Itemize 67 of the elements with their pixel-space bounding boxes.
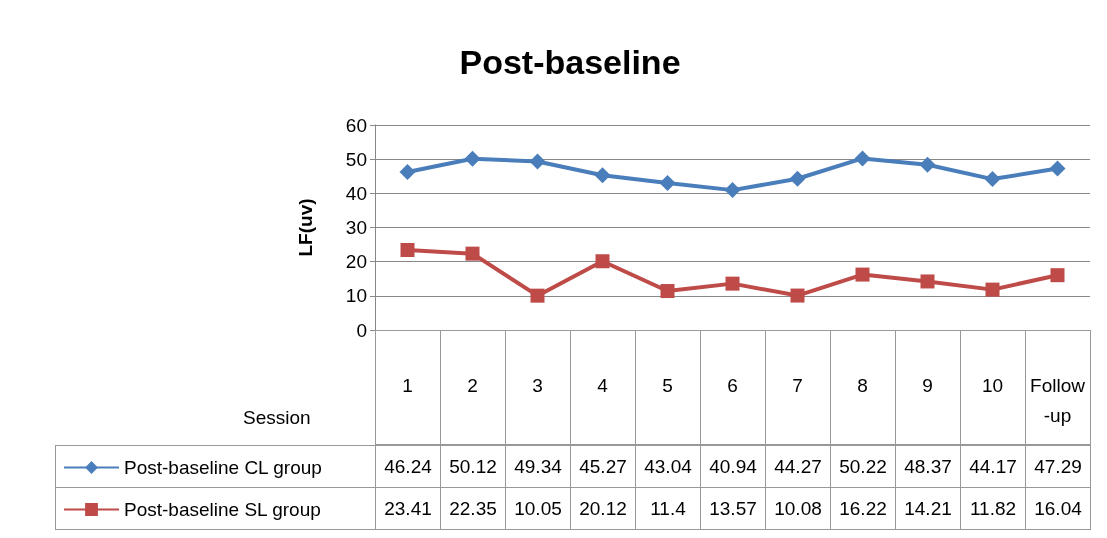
legend-label: Post-baseline SL group [124,499,321,520]
x-tick-label: 4 [597,374,609,396]
data-label: 11.82 [960,487,1026,530]
y-tick-label: 60 [345,114,367,136]
x-tick-label: 7 [792,374,803,396]
data-label: 20.12 [570,487,636,530]
y-tick-label: 30 [345,217,367,238]
point [1049,160,1066,177]
point [594,167,611,184]
data-label: 45.27 [570,445,636,488]
x-tick-label: 1 [402,374,413,396]
point [529,153,546,170]
point [724,182,741,199]
x-tick-label: 8 [857,374,868,396]
x-tick-label: 6 [727,374,738,396]
y-tick-label: 10 [345,285,367,307]
data-label: 44.27 [765,445,831,488]
point [465,246,480,261]
point [919,156,936,173]
chart-title: Post-baseline [459,43,681,81]
data-label: 49.34 [505,445,571,488]
y-tick-label: 50 [345,148,367,170]
point [595,254,610,269]
point [855,267,870,282]
y-axis-title: LF(uv) [295,198,316,257]
data-label: 46.24 [375,445,441,488]
point [984,171,1001,188]
x-tick-label: 5 [662,374,673,396]
data-label: 10.05 [505,487,571,530]
point [789,170,806,187]
y-tick-label: 40 [345,182,367,204]
y-tick-label: 20 [345,251,367,273]
point [399,164,416,181]
x-tick-label: Follow-up [1030,374,1086,426]
data-label: 11.4 [635,487,701,530]
data-label: 10.08 [765,487,831,530]
x-axis-title: Session [243,407,311,428]
data-label: 22.35 [440,487,506,530]
y-tick-label: 0 [356,319,367,341]
point [725,276,740,291]
point [790,288,805,303]
data-label: 40.94 [700,445,766,488]
data-label: 48.37 [895,445,961,488]
point [920,274,935,289]
point [659,174,676,191]
point [660,284,675,299]
data-label: 14.21 [895,487,961,530]
data-label: 50.12 [440,445,506,488]
data-label: 16.04 [1025,487,1091,530]
point [1050,268,1065,283]
data-label: 50.22 [830,445,896,488]
data-label: 23.41 [375,487,441,530]
data-label: 43.04 [635,445,701,488]
data-label: 13.57 [700,487,766,530]
data-label: 47.29 [1025,445,1091,488]
x-tick-label: 10 [981,374,1004,396]
data-label: 16.22 [830,487,896,530]
point [464,150,481,167]
legend-label: Post-baseline CL group [124,457,322,478]
x-tick-label: 3 [532,374,543,396]
x-tick-label: 9 [922,374,933,396]
x-tick-label: 2 [467,374,478,396]
point [854,150,871,167]
point [400,243,415,258]
point [985,282,1000,297]
point [530,288,545,303]
data-label: 44.17 [960,445,1026,488]
